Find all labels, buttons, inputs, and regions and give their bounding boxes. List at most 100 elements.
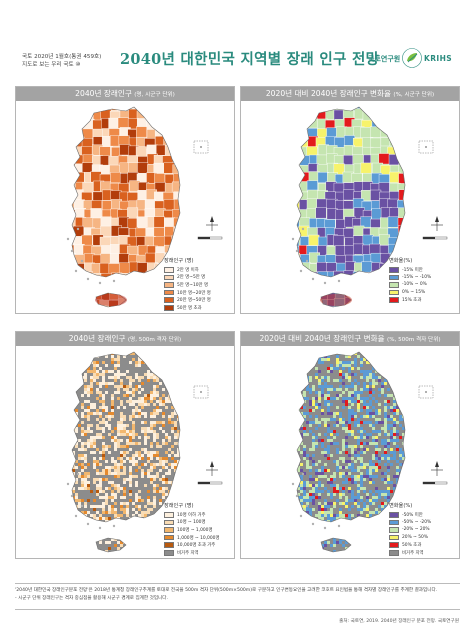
legend-item: 50만 명 초과: [164, 304, 230, 312]
legend-label: 5만 명~10만 명: [177, 282, 209, 288]
legend-swatch: [389, 549, 399, 556]
legend-swatch: [164, 519, 174, 526]
panel-title: 2040년 장래인구 (명, 500m 격자 단위): [16, 332, 234, 346]
legend-label: 2만 명~5만 명: [177, 275, 206, 281]
legend-label: -15% ~ -10%: [402, 274, 432, 280]
legend-label: 10명 ~ 100명: [177, 520, 206, 526]
krihs-leaf-logo-icon: [402, 48, 422, 68]
legend-label: 20만 명~50만 명: [177, 298, 211, 304]
legend-item: 10만 명~20만 명: [164, 289, 230, 297]
map-legend: 장래인구 (명) 10명 이하 거주 10명 ~ 100명 100명 ~ 1,000…: [164, 502, 230, 557]
map-legend: 변화율(%) -15% 미만 -15% ~ -10% -10% ~ 0% 0% ~ 1…: [389, 257, 455, 304]
legend-item: 15% 초과: [389, 296, 455, 304]
legend-item: -15% ~ -10%: [389, 274, 455, 282]
legend-label: 50% 초과: [402, 543, 422, 549]
map-legend: 변화율(%) -50% 미만 -50% ~ -20% -20% ~ 20% 20% ~…: [389, 502, 455, 557]
footnote-line: '2040년 대한민국 장래인구분포 전망'은 2018년 통계청 장래인구추계…: [15, 588, 438, 593]
legend-item: -20% ~ 20%: [389, 526, 455, 534]
panel-title: 2020년 대비 2040년 장래인구 변화율 (%, 시군구 단위): [241, 87, 459, 101]
legend-swatch: [164, 282, 174, 288]
page-title: 2040년 대한민국 지역별 장래 인구 전망: [120, 51, 380, 68]
north-arrow-icon: [431, 461, 443, 476]
legend-item: 10명 ~ 100명: [164, 519, 230, 527]
legend-item: 2만 명~5만 명: [164, 274, 230, 282]
scale-bar-icon: [197, 236, 223, 240]
page-header: 국토 2020년 1월호(통권 459호) 지도로 보는 우리 국토 ⑩ 204…: [0, 0, 474, 82]
legend-item: 20% ~ 50%: [389, 534, 455, 542]
map-panel-change-sigungu: 2020년 대비 2040년 장래인구 변화율 (%, 시군구 단위) 변화율(…: [240, 86, 460, 314]
legend-item: 100명 ~ 1,000명: [164, 526, 230, 534]
north-arrow-icon: [206, 461, 218, 476]
legend-label: -20% ~ 20%: [402, 527, 430, 533]
scale-bar-icon: [422, 236, 448, 240]
legend-item: 2만 명 이하: [164, 266, 230, 274]
legend-item: 비거주 지역: [164, 549, 230, 557]
legend-item: 50% 초과: [389, 541, 455, 549]
legend-label: 100명 ~ 1,000명: [177, 527, 213, 533]
org-name: 국토연구원: [368, 55, 401, 63]
legend-item: 10,000명 초과 거주: [164, 541, 230, 549]
legend-swatch: [389, 274, 399, 281]
korea-map: [66, 351, 223, 553]
issue-line: 국토 2020년 1월호(통권 459호): [22, 54, 102, 60]
korea-map: [291, 106, 448, 308]
north-arrow-icon: [206, 216, 218, 231]
legend-swatch: [164, 512, 174, 518]
legend-label: 비거주 지역: [402, 550, 424, 556]
legend-label: -15% 미만: [402, 267, 423, 273]
korea-map: [66, 106, 223, 308]
legend-label: 2만 명 이하: [177, 267, 199, 273]
legend-swatch: [164, 542, 174, 548]
legend-item: 10명 이하 거주: [164, 511, 230, 519]
legend-label: 15% 초과: [402, 298, 422, 304]
legend-swatch: [164, 297, 174, 303]
legend-item: 비거주 지역: [389, 549, 455, 557]
org-name-en: KRIHS: [424, 54, 453, 63]
legend-swatch: [389, 289, 399, 296]
legend-label: 10만 명~20만 명: [177, 290, 211, 296]
legend-label: -10% ~ 0%: [402, 282, 427, 288]
legend-label: 10명 이하 거주: [177, 512, 206, 518]
map-panel-population-grid: 2040년 장래인구 (명, 500m 격자 단위) 장래인구 (명) 10명 …: [15, 331, 235, 559]
panel-title: 2020년 대비 2040년 장래인구 변화율 (%, 500m 격자 단위): [241, 332, 459, 346]
legend-swatch: [389, 267, 399, 273]
panel-title: 2040년 장래인구 (명, 시군구 단위): [16, 87, 234, 101]
footnote-line: - 시군구 단위 장래인구는 격자 중심점을 활용해 시군구 경계로 집계한 것…: [15, 596, 168, 601]
legend-swatch: [389, 534, 399, 541]
legend-item: -50% 미만: [389, 511, 455, 519]
legend-swatch: [164, 549, 174, 556]
legend-swatch: [164, 274, 174, 281]
north-arrow-icon: [431, 216, 443, 231]
legend-swatch: [389, 282, 399, 288]
legend-swatch: [164, 304, 174, 311]
legend-swatch: [164, 527, 174, 533]
legend-swatch: [389, 512, 399, 518]
legend-label: 비거주 지역: [177, 550, 199, 556]
legend-swatch: [389, 527, 399, 533]
legend-label: 50만 명 초과: [177, 305, 202, 311]
legend-item: 20만 명~50만 명: [164, 296, 230, 304]
legend-item: 5만 명~10만 명: [164, 281, 230, 289]
scale-bar-icon: [422, 481, 448, 485]
legend-item: 0% ~ 15%: [389, 289, 455, 297]
legend-label: 10,000명 초과 거주: [177, 543, 216, 549]
legend-item: 1,000명 ~ 10,000명: [164, 534, 230, 542]
legend-swatch: [389, 542, 399, 548]
legend-item: -50% ~ -20%: [389, 519, 455, 527]
legend-label: 0% ~ 15%: [402, 290, 426, 296]
scale-bar-icon: [197, 481, 223, 485]
map-panel-population-sigungu: 2040년 장래인구 (명, 시군구 단위) 장래인구 (명) 2만 명 이하 2…: [15, 86, 235, 314]
source-credit: 출처: 국토연, 2019. 2040년 장래인구 분포 전망. 국토연구원: [339, 619, 459, 624]
legend-label: -50% 미만: [402, 512, 423, 518]
legend-label: -50% ~ -20%: [402, 519, 432, 525]
legend-item: -15% 미만: [389, 266, 455, 274]
legend-swatch: [164, 289, 174, 296]
legend-label: 1,000명 ~ 10,000명: [177, 535, 220, 541]
legend-swatch: [389, 297, 399, 303]
map-legend: 장래인구 (명) 2만 명 이하 2만 명~5만 명 5만 명~10만 명 10만 명…: [164, 257, 230, 312]
legend-item: -10% ~ 0%: [389, 281, 455, 289]
map-panel-change-grid: 2020년 대비 2040년 장래인구 변화율 (%, 500m 격자 단위) …: [240, 331, 460, 559]
series-line: 지도로 보는 우리 국토 ⑩: [22, 62, 81, 68]
legend-swatch: [389, 519, 399, 526]
footnote: '2040년 대한민국 장래인구분포 전망'은 2018년 통계청 장래인구추계…: [15, 583, 460, 610]
